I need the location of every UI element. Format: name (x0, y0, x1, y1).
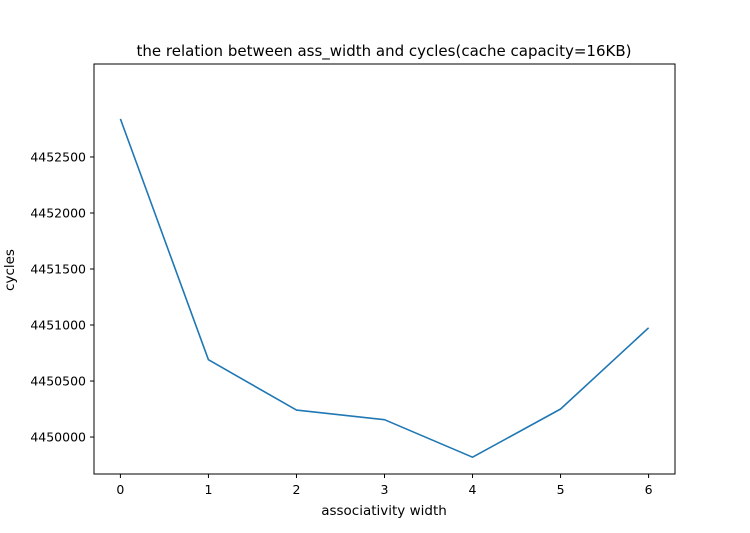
x-tick-label: 1 (204, 482, 212, 497)
y-tick-label: 4452500 (30, 149, 86, 164)
x-tick-label: 3 (381, 482, 389, 497)
series-line-cycles (119, 118, 650, 459)
y-axis: 4450000 4450500 4451000 4451500 4452000 44525… (30, 149, 94, 445)
x-tick-label: 6 (645, 482, 653, 497)
plot-area-frame (93, 63, 676, 475)
x-axis: 0 1 2 3 4 5 6 (116, 474, 653, 497)
x-tick-label: 4 (469, 482, 477, 497)
y-axis-label: cycles (2, 249, 18, 291)
x-axis-label: associativity width (321, 503, 447, 519)
y-tick-label: 4452000 (30, 205, 86, 220)
y-tick-label: 4450500 (30, 374, 86, 389)
x-tick-label: 2 (292, 482, 300, 497)
x-tick-label: 5 (557, 482, 565, 497)
y-tick-label: 4451000 (30, 318, 86, 333)
chart-title: the relation between ass_width and cycle… (137, 42, 632, 61)
x-tick-label: 0 (116, 482, 124, 497)
y-tick-label: 4451500 (30, 262, 86, 277)
y-tick-label: 4450000 (30, 430, 86, 445)
